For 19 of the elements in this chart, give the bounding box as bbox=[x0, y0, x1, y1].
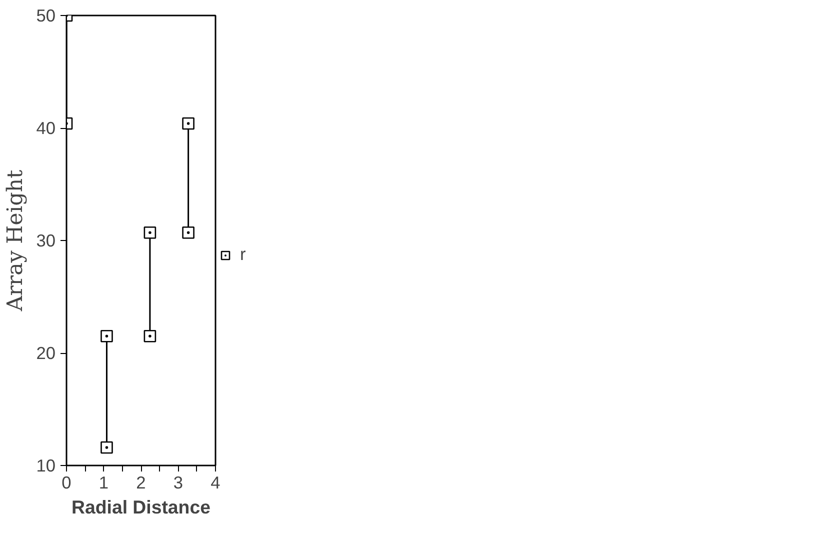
y-tick-label: 10 bbox=[36, 456, 56, 476]
y-tick-label: 50 bbox=[36, 6, 56, 26]
point bbox=[100, 441, 113, 454]
y-tick-label: 40 bbox=[36, 118, 56, 138]
x-tick-label: 4 bbox=[210, 472, 221, 492]
x-tick-label: 1 bbox=[98, 472, 109, 492]
x-axis-title: Radial Distance bbox=[72, 496, 210, 518]
x-tick-label: 3 bbox=[173, 472, 184, 492]
point bbox=[144, 226, 156, 239]
x-tick-label: 2 bbox=[136, 472, 146, 492]
x-tick-label: 0 bbox=[62, 472, 72, 492]
point bbox=[182, 117, 194, 130]
point bbox=[100, 330, 113, 342]
point bbox=[182, 226, 194, 239]
y-tick-label: 30 bbox=[36, 230, 56, 250]
legend-label: r bbox=[240, 244, 247, 265]
y-axis-title: Array Height bbox=[3, 169, 28, 312]
y-tick-label: 20 bbox=[36, 343, 56, 363]
point bbox=[144, 330, 156, 342]
